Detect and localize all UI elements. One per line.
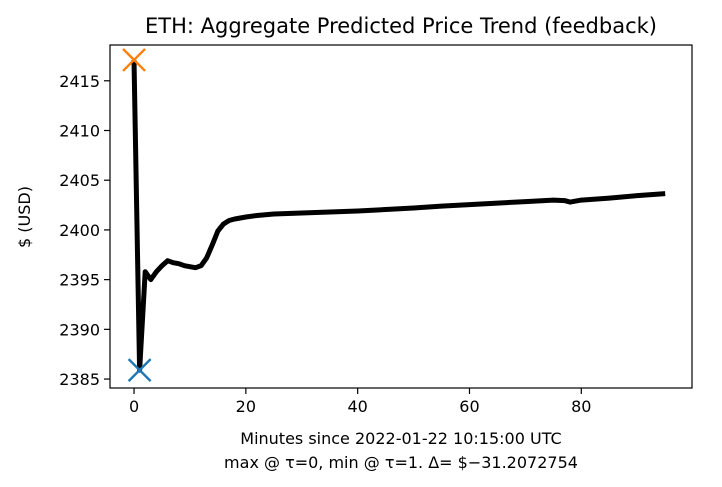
x-tick-label: 80 bbox=[571, 397, 591, 416]
y-tick-label: 2400 bbox=[59, 221, 100, 240]
y-tick-label: 2390 bbox=[59, 320, 100, 339]
marker-x-1 bbox=[127, 358, 152, 382]
y-tick-label: 2405 bbox=[59, 171, 100, 190]
y-tick-label: 2385 bbox=[59, 370, 100, 389]
x-axis-label-line2: max @ τ=0, min @ τ=1. Δ= $−31.2072754 bbox=[224, 453, 578, 472]
marker-x-0 bbox=[122, 48, 146, 72]
plot-frame bbox=[109, 44, 693, 389]
chart-title: ETH: Aggregate Predicted Price Trend (fe… bbox=[145, 14, 657, 38]
series-line-0 bbox=[131, 59, 666, 373]
y-tick-label: 2415 bbox=[59, 72, 100, 91]
y-tick-label: 2395 bbox=[59, 271, 100, 290]
x-tick-label: 60 bbox=[459, 397, 479, 416]
x-tick-label: 0 bbox=[129, 397, 139, 416]
x-tick-label: 20 bbox=[236, 397, 256, 416]
y-tick-label: 2410 bbox=[59, 122, 100, 141]
x-tick-label: 40 bbox=[347, 397, 367, 416]
x-axis-label: Minutes since 2022-01-22 10:15:00 UTC bbox=[240, 429, 561, 448]
plot-area bbox=[122, 48, 666, 382]
ticks: 0 20 40 60 80 2385 2390 2395 2400 2405 2410 2415 bbox=[59, 72, 591, 416]
y-axis-label: $ (USD) bbox=[15, 186, 34, 248]
